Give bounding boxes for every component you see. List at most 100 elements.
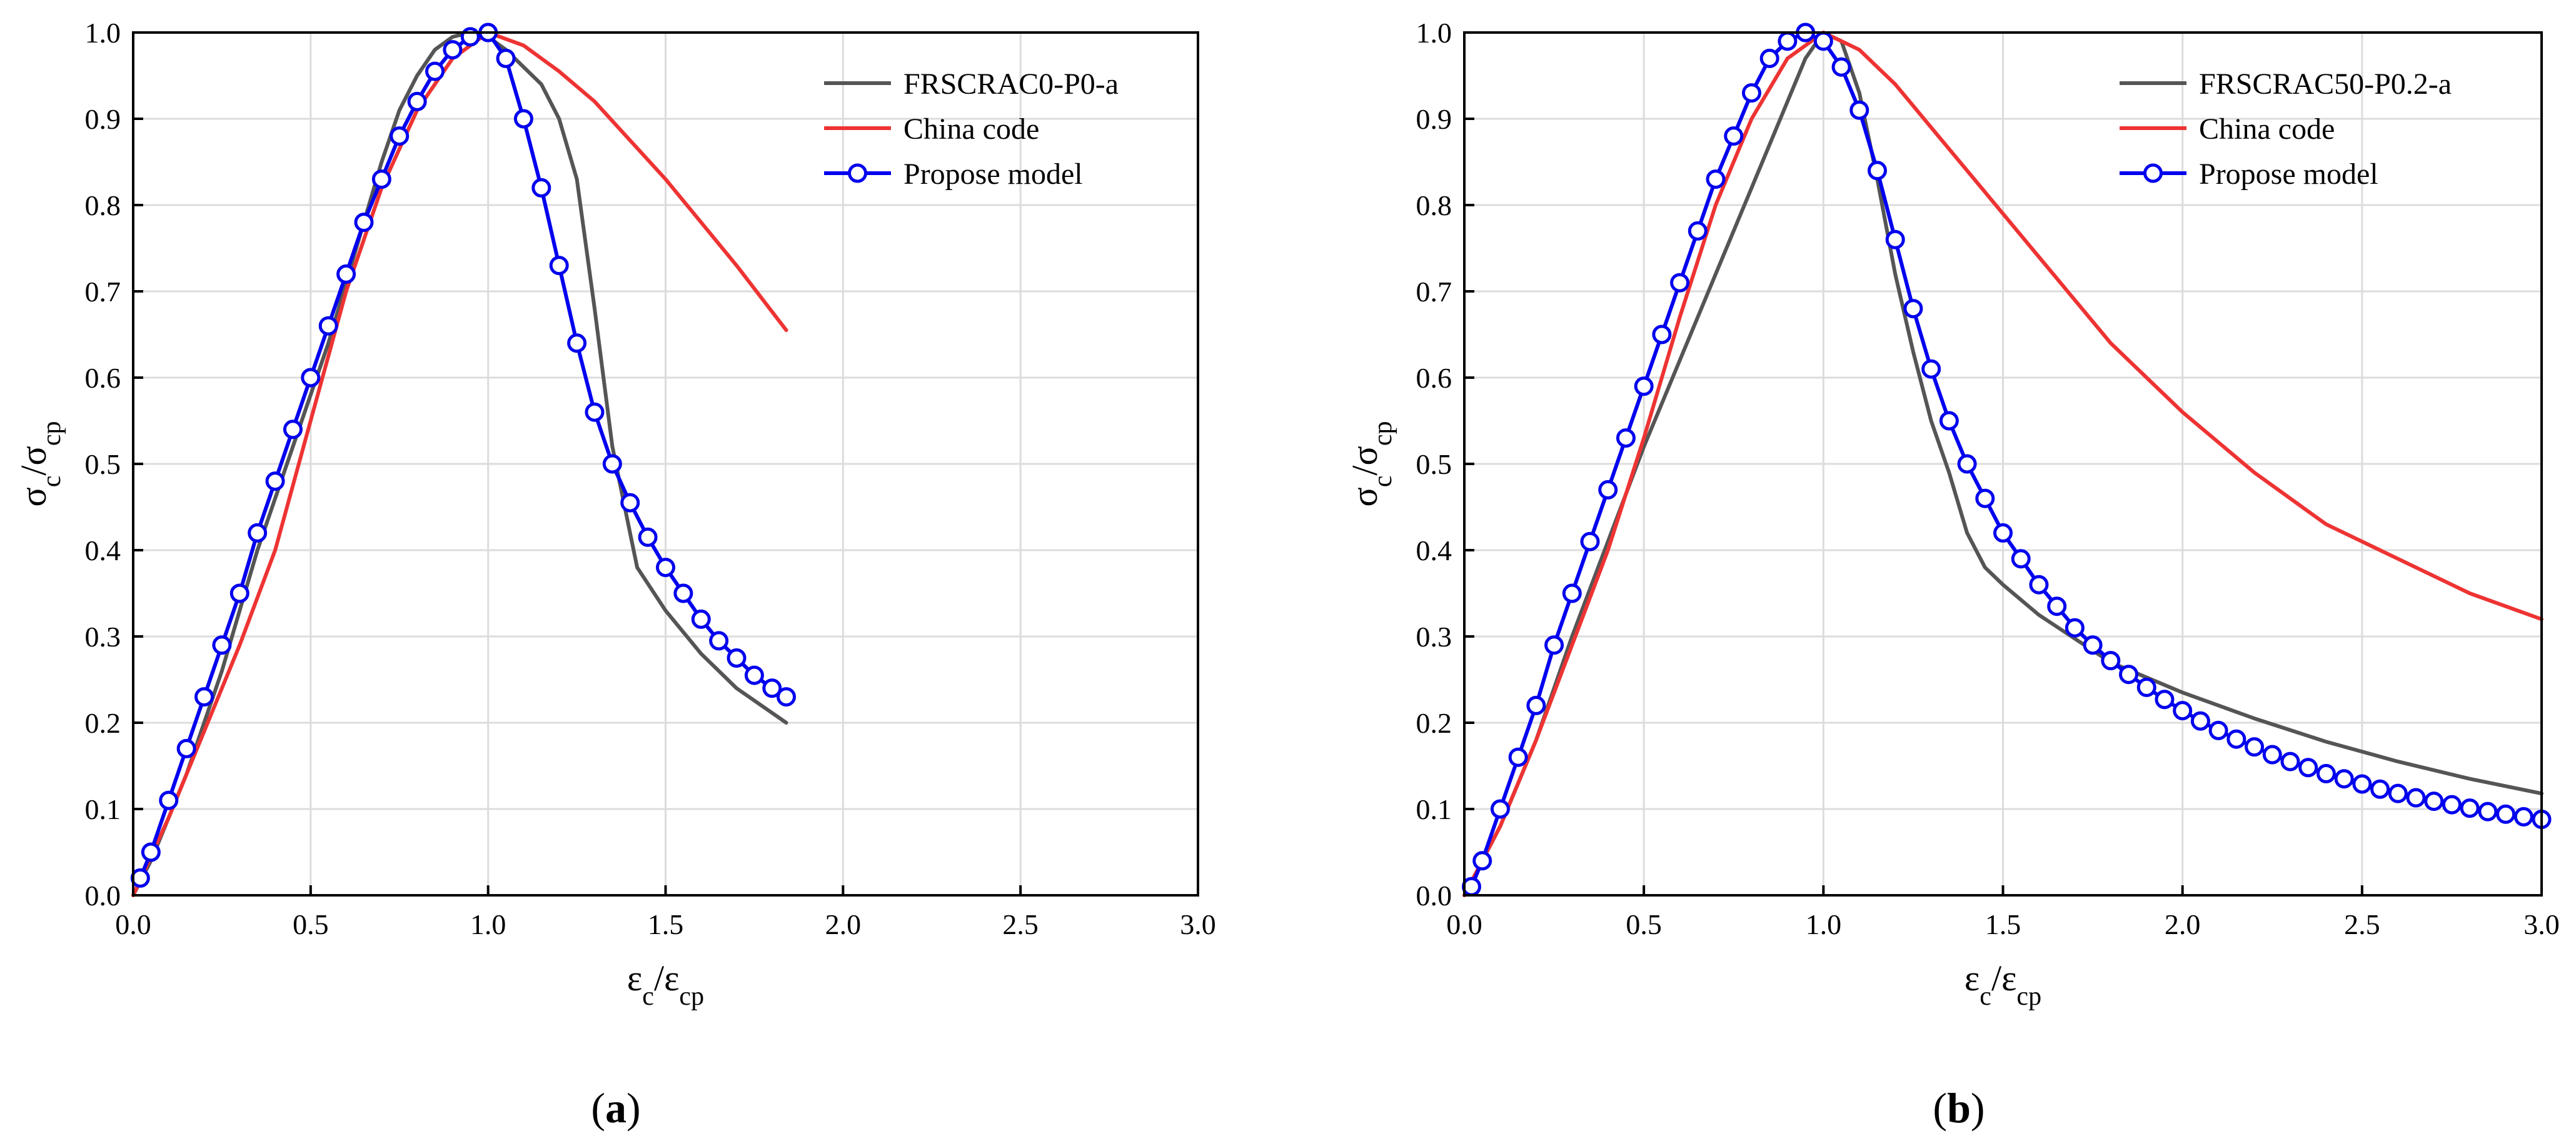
data-point [709, 631, 729, 651]
data-point [2047, 596, 2067, 616]
data-point [2190, 711, 2210, 731]
y-tick-label: 0.5 [1416, 448, 1452, 480]
data-point [265, 471, 285, 491]
y-axis-title-main: σ [1344, 487, 1385, 506]
data-point [602, 454, 622, 474]
data-point [248, 523, 268, 543]
data-point [2173, 701, 2193, 721]
data-point [2101, 651, 2121, 671]
y-axis-title: σc/σcp [1344, 421, 1397, 507]
data-point [1634, 376, 1654, 396]
x-axis-title-sub: c [642, 982, 654, 1011]
legend-label: Propose model [903, 158, 1083, 191]
data-point [2029, 575, 2049, 595]
panel-label: (a) [591, 1084, 640, 1132]
x-tick-label: 1.5 [1985, 908, 2021, 940]
y-tick-label: 0.3 [85, 621, 121, 653]
data-point [2334, 769, 2354, 789]
data-point [1759, 48, 1779, 68]
data-point [2119, 665, 2139, 685]
data-point [2316, 763, 2336, 783]
data-point [585, 402, 605, 422]
data-point [1616, 428, 1636, 448]
data-point [656, 558, 675, 578]
data-point [425, 61, 445, 81]
data-point [673, 583, 693, 603]
data-point [2065, 618, 2085, 638]
x-axis-title-main: ε [1965, 958, 1980, 998]
data-point [1993, 523, 2013, 543]
data-point [1490, 799, 1510, 819]
chart-panel-a: 0.0 0.5 1.0 1.5 2.0 2.5 3.0 0.0 0.1 0.2 0.3 0.4 0.5 0… [13, 17, 1216, 1132]
data-point [2460, 798, 2480, 818]
legend: FRSCRAC0-P0-a China code Propose model [824, 68, 1119, 191]
data-point [1741, 83, 1761, 103]
data-point [1508, 747, 1528, 767]
y-axis-title-main: σ [13, 487, 54, 506]
x-axis-title-sep: / [1991, 958, 2002, 998]
data-point [1975, 488, 1995, 508]
data-point [2208, 720, 2228, 740]
x-axis-title-sub2: cp [2016, 982, 2041, 1011]
y-tick-label: 0.3 [1416, 621, 1452, 653]
y-tick-label: 0.6 [1416, 362, 1452, 394]
y-tick-label: 1.0 [1416, 17, 1452, 49]
data-point [549, 256, 569, 276]
data-point [2011, 549, 2031, 569]
panel-label: (b) [1933, 1084, 1985, 1132]
x-tick-label: 1.0 [1806, 908, 1842, 940]
data-point [2442, 795, 2462, 815]
data-point [1957, 454, 1977, 474]
data-point [727, 648, 747, 668]
data-point [194, 687, 214, 707]
data-point [390, 126, 410, 146]
data-point [2406, 788, 2426, 808]
data-point [567, 333, 587, 353]
data-point [496, 48, 516, 68]
data-point [176, 738, 196, 758]
data-point [2388, 783, 2408, 803]
legend-label: FRSCRAC50-P0.2-a [2199, 68, 2452, 101]
x-tick-label: 0.5 [1626, 908, 1662, 940]
x-tick-label: 3.0 [1180, 908, 1216, 940]
data-point [513, 109, 533, 129]
x-tick-label: 2.5 [2344, 908, 2380, 940]
data-point [283, 420, 303, 440]
legend-label: Propose model [2199, 158, 2378, 191]
data-point [141, 842, 161, 862]
data-point [1921, 359, 1941, 379]
data-point [354, 213, 374, 233]
legend-label: China code [903, 113, 1039, 146]
x-axis-title: εc/εcp [627, 958, 704, 1011]
data-point [2478, 802, 2498, 822]
x-axis-title-main2: ε [664, 958, 679, 998]
y-axis-title-sep: / [13, 465, 54, 476]
data-point [1670, 273, 1690, 293]
data-point [638, 527, 658, 547]
x-tick-label: 3.0 [2523, 908, 2560, 940]
y-axis-title-main2: σ [1344, 446, 1385, 465]
data-point [777, 687, 797, 707]
data-point [2136, 677, 2156, 697]
x-axis-title: εc/εcp [1965, 958, 2041, 1011]
y-axis-title-sub: c [38, 476, 66, 488]
x-tick-label: 1.5 [648, 908, 684, 940]
data-point [229, 583, 249, 603]
data-point [130, 868, 150, 888]
y-axis-title-sub2: cp [38, 421, 66, 446]
data-point [1544, 635, 1564, 655]
data-point [1526, 695, 1546, 715]
data-point [2424, 792, 2444, 812]
x-axis-title-sub2: cp [679, 982, 704, 1011]
x-tick-label: 2.0 [2165, 908, 2201, 940]
data-point [2298, 758, 2318, 778]
y-axis-title: σc/σcp [13, 421, 66, 507]
data-point [2155, 690, 2175, 710]
data-point [301, 368, 321, 388]
legend-label: FRSCRAC0-P0-a [903, 68, 1119, 101]
y-tick-label: 0.9 [85, 103, 121, 135]
y-tick-label: 0.4 [85, 535, 121, 566]
x-tick-label: 1.0 [470, 908, 506, 940]
x-axis-title-sep: / [654, 958, 665, 998]
data-point [1831, 57, 1851, 77]
